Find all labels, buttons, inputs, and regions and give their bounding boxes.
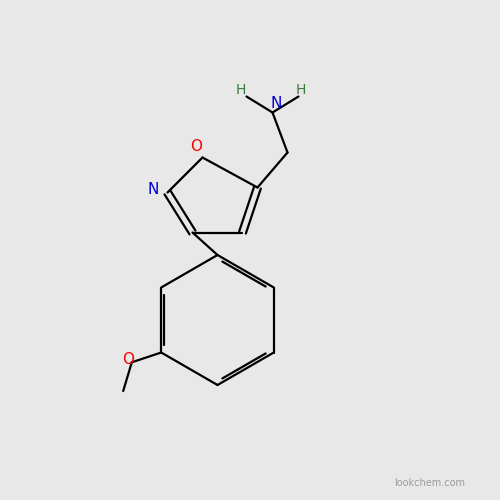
Text: H: H [296,84,306,98]
Text: O: O [190,139,202,154]
Text: O: O [122,352,134,368]
Text: H: H [236,84,246,98]
Text: lookchem.com: lookchem.com [394,478,465,488]
Text: N: N [271,96,282,111]
Text: N: N [148,182,159,198]
